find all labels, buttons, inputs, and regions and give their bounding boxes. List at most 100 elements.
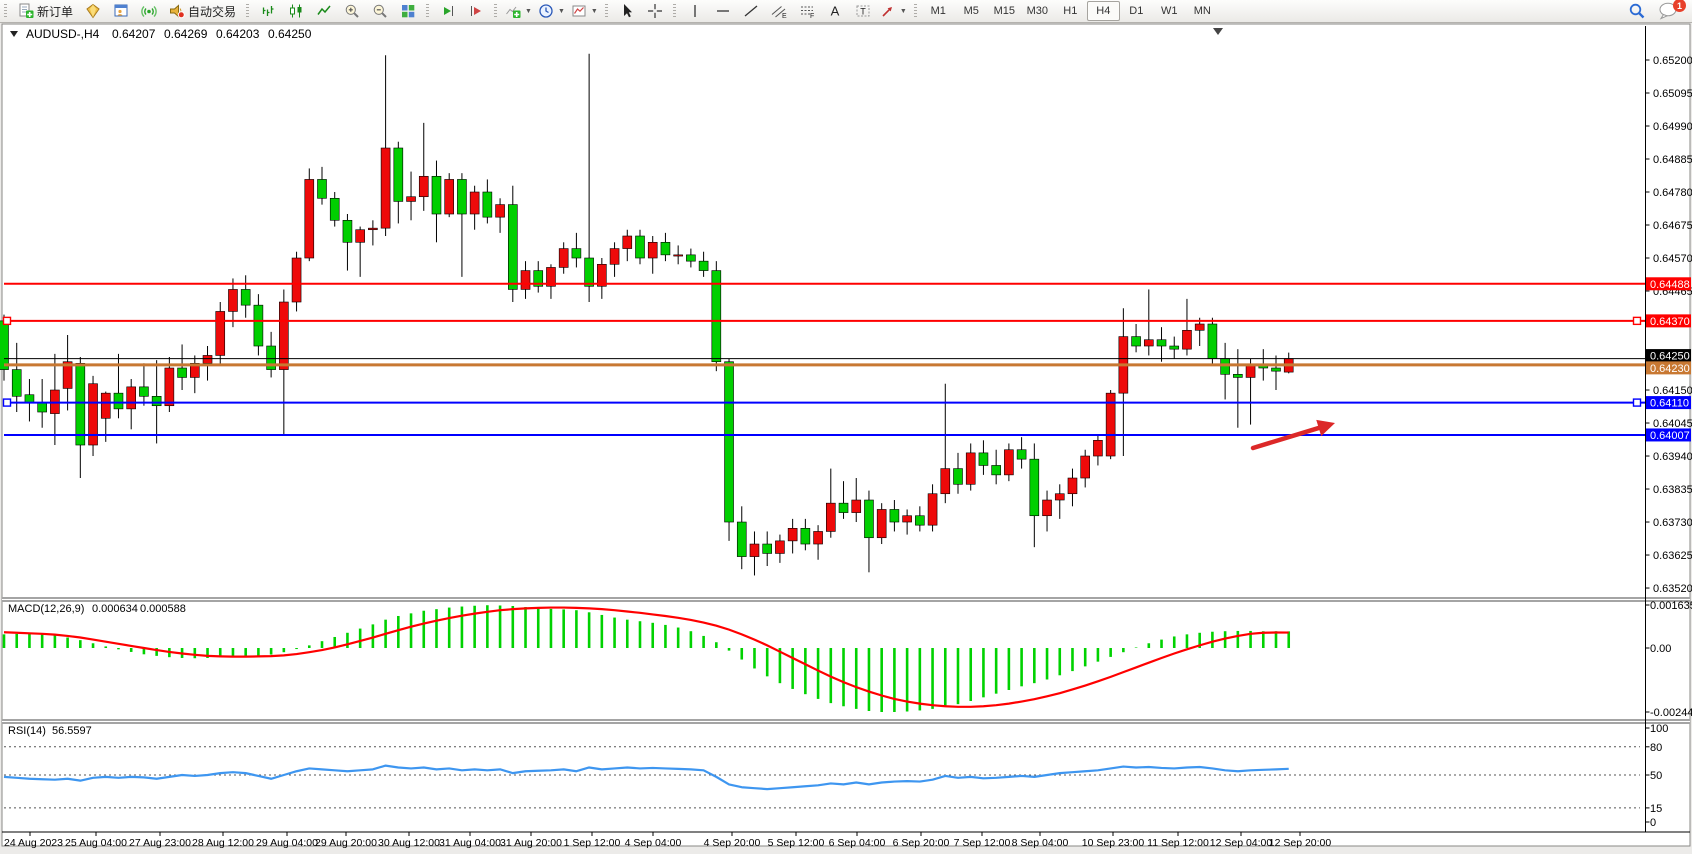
candle-body [1042, 499, 1052, 517]
zoom-out-icon [372, 3, 388, 19]
chartshift-icon [468, 3, 484, 19]
candle-body [139, 386, 149, 397]
hline-handle[interactable] [2, 316, 12, 326]
signals-button[interactable] [135, 0, 163, 22]
notifications-button[interactable]: 1 [1658, 0, 1686, 21]
search-button[interactable] [1628, 2, 1646, 20]
candle-body [558, 248, 569, 268]
text-label-button[interactable]: T [849, 0, 877, 22]
hline-handle[interactable] [1632, 316, 1642, 326]
time-axis[interactable]: 24 Aug 2023 25 Aug 04:00 27 Aug 23:00 28 Au… [4, 832, 1331, 849]
collapse-ohlc-arrow-icon[interactable] [10, 31, 18, 37]
tile-windows-button[interactable] [394, 0, 422, 22]
toolbar-grip [246, 3, 250, 19]
timeframe-button-m1[interactable]: M1 [930, 5, 946, 17]
annotation-arrow-shaft[interactable] [1250, 424, 1325, 451]
timeframe-button-mn[interactable]: MN [1193, 5, 1211, 17]
zoom-in-button[interactable] [338, 0, 366, 22]
candle-body [597, 263, 607, 287]
line-chart-button[interactable] [310, 0, 338, 22]
candle-body [800, 528, 811, 545]
chart-shift-marker-icon[interactable] [1213, 28, 1223, 35]
timeframe-button-m5[interactable]: M5 [963, 5, 979, 17]
candle-body [202, 355, 213, 364]
candle-body [813, 531, 823, 545]
candle-body [711, 270, 722, 363]
price-tick-label: 0.64780 [1653, 187, 1692, 199]
time-tick-label: 4 Sep 20:00 [704, 837, 761, 849]
periods-button[interactable]: ▼ [535, 0, 568, 22]
candle-body [215, 311, 226, 356]
chat-icon [1658, 1, 1682, 20]
timeframe-button-d1[interactable]: D1 [1129, 5, 1144, 17]
annotation-arrow-head[interactable] [1316, 419, 1335, 437]
chevron-down-icon[interactable]: ▼ [525, 7, 532, 15]
auto-trading-button[interactable]: 自动交易 [163, 0, 242, 22]
timeframe-button-w1[interactable]: W1 [1161, 5, 1178, 17]
candle-body [88, 383, 98, 446]
timeframe-button-h4[interactable]: H4 [1086, 1, 1120, 21]
auto-trading-button-label: 自动交易 [188, 4, 237, 19]
rsi-axis-label: 50 [1650, 770, 1662, 782]
timeframe-button-h1[interactable]: H1 [1063, 5, 1078, 17]
macd-value: 0.000634 [92, 603, 138, 615]
chart-canvas[interactable]: AUDUSD-,H4 0.64207 0.64269 0.64203 0.642500.… [0, 23, 1692, 854]
vertical-line-button[interactable] [681, 0, 709, 22]
labelT-icon: T [855, 3, 871, 19]
hline-handle[interactable] [1632, 398, 1642, 407]
gold-gem-button[interactable] [79, 0, 107, 22]
candle-body [787, 528, 798, 542]
horizontal-line-button[interactable] [709, 0, 737, 22]
auto-scroll-button[interactable] [434, 0, 462, 22]
price-tick-label: 0.64570 [1653, 253, 1692, 265]
panel-splitter[interactable] [2, 719, 1690, 724]
candle-body [355, 229, 365, 243]
trendline-button[interactable] [737, 0, 765, 22]
price-tick-label: 0.63835 [1653, 484, 1692, 496]
timeframe-button-m30[interactable]: M30 [1026, 5, 1048, 17]
candle-body [1245, 364, 1256, 378]
time-tick-label: 25 Aug 04:00 [65, 837, 127, 849]
arrows-button[interactable]: ▼ [877, 0, 910, 22]
candle-body [11, 369, 22, 397]
clock-icon [538, 3, 554, 19]
time-tick-label: 8 Sep 04:00 [1012, 837, 1069, 849]
fibonacci-button[interactable]: F [793, 0, 821, 22]
price-badge-0.64110 [1646, 396, 1691, 410]
candle-body [609, 248, 620, 265]
candle-body [228, 289, 238, 312]
bar-chart-button[interactable] [254, 0, 282, 22]
cursor-button[interactable] [613, 0, 641, 22]
timeframe-button-m15[interactable]: M15 [993, 5, 1015, 17]
gold-gem-icon [85, 3, 101, 19]
chevron-down-icon[interactable]: ▼ [899, 7, 907, 15]
candlestick-chart-button[interactable] [282, 0, 310, 22]
fibo-icon: F [799, 3, 815, 19]
templates-button[interactable]: ▼ [568, 0, 601, 22]
chevron-down-icon[interactable]: ▼ [557, 7, 565, 15]
time-tick-label: 5 Sep 12:00 [768, 837, 825, 849]
price-badge-label: 0.64370 [1650, 316, 1690, 328]
market-watch-button[interactable] [107, 0, 135, 22]
chevron-down-icon[interactable]: ▼ [590, 7, 598, 15]
time-tick-label: 27 Aug 23:00 [129, 837, 191, 849]
candle-body [660, 241, 671, 256]
time-tick-label: 30 Aug 12:00 [378, 837, 440, 849]
candle-body [393, 147, 404, 202]
panel-splitter[interactable] [2, 597, 1690, 602]
hline-handle[interactable] [2, 398, 12, 407]
text-button[interactable]: A [821, 0, 849, 22]
notification-badge: 1 [1673, 0, 1686, 12]
price-badge-0.64230 [1646, 361, 1691, 375]
candle-body [762, 543, 773, 554]
time-tick-label: 29 Aug 04:00 [256, 837, 318, 849]
channel-button[interactable]: E [765, 0, 793, 22]
crosshair-button[interactable] [641, 0, 669, 22]
new-order-button[interactable]: 新订单 [12, 0, 79, 22]
price-badge-label: 0.64110 [1650, 398, 1689, 410]
chart-title-close: 0.64250 [268, 27, 312, 41]
candle-body [151, 396, 162, 407]
indicators-button[interactable]: ▼ [502, 0, 535, 22]
chart-shift-button[interactable] [462, 0, 490, 22]
zoom-out-button[interactable] [366, 0, 394, 22]
